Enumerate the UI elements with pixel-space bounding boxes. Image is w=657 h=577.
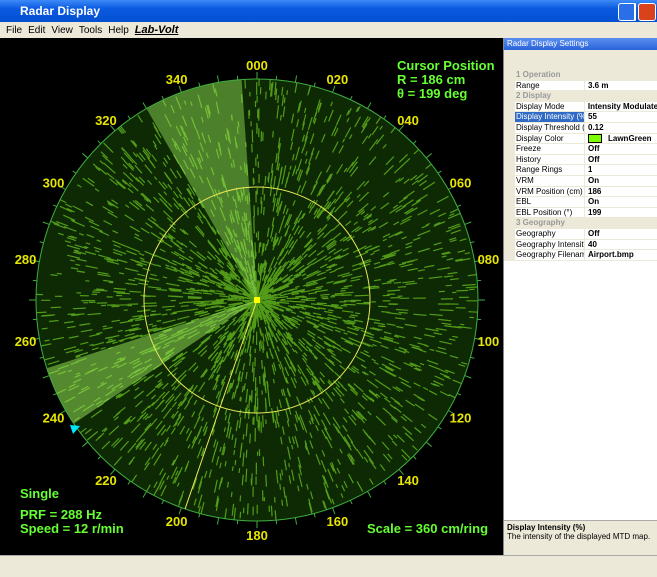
property-value: Off	[585, 144, 600, 154]
property-name: VRM Position (cm)	[504, 187, 585, 197]
overlay-text: PRF = 288 Hz	[20, 507, 103, 522]
overlay-text: R = 186 cm	[397, 72, 465, 87]
property-value: Off	[585, 229, 600, 239]
overlay-text: Speed = 12 r/min	[20, 521, 124, 536]
bearing-label: 280	[15, 252, 37, 267]
bearing-label: 240	[43, 411, 65, 426]
overlay-text: Cursor Position	[397, 58, 495, 73]
bearing-label: 220	[95, 473, 117, 488]
bearing-label: 320	[95, 113, 117, 128]
bearing-label: 300	[43, 176, 65, 191]
property-value: 40	[585, 240, 597, 250]
panel-toolbar	[504, 50, 657, 70]
property-value: Airport.bmp	[585, 250, 634, 260]
menu-item[interactable]: File	[6, 25, 22, 36]
status-bar	[0, 555, 657, 577]
property-value: On	[585, 197, 599, 207]
property-value-text: LawnGreen	[608, 134, 652, 143]
property-name: Range	[504, 81, 585, 91]
property-name: Geography Filename	[504, 250, 585, 260]
menu-item[interactable]: Tools	[79, 25, 102, 36]
bearing-label: 120	[450, 411, 472, 426]
category: 1 Operation	[504, 70, 657, 81]
close[interactable]	[638, 3, 656, 21]
property-value: On	[585, 176, 599, 186]
property-name: History	[504, 155, 585, 165]
bearing-label: 260	[15, 334, 37, 349]
property-value: LawnGreen	[585, 134, 652, 144]
color-swatch	[588, 134, 602, 143]
overlay-text: θ = 199 deg	[397, 86, 467, 101]
property-name: Display Threshold (0-1.!	[504, 123, 585, 133]
menu-item[interactable]: Edit	[28, 25, 45, 36]
property-value: 55	[585, 112, 597, 122]
category: 3 Geography	[504, 218, 657, 229]
property-row[interactable]: Geography Intensity (%)40	[504, 240, 657, 251]
description: Display Intensity (%)The intensity of th…	[504, 520, 657, 555]
radar-display: 000 020 040 060 080 100 120 140 160 180 200 220 240 2…	[0, 38, 503, 555]
property-value: 3.6 m	[585, 81, 608, 91]
bearing-label: 020	[327, 72, 349, 87]
bearing-label: 140	[397, 473, 419, 488]
desc-title: Display Intensity (%)	[507, 523, 655, 532]
property-row[interactable]: Display Threshold (0-1.!0.12	[504, 123, 657, 134]
property-name: Freeze	[504, 144, 585, 154]
overlay-text: Scale = 360 cm/ring	[367, 521, 488, 536]
bearing-label: 000	[246, 58, 268, 73]
property-row[interactable]: Display Color LawnGreen	[504, 134, 657, 145]
overlay-text: Single	[20, 486, 59, 501]
desc-text: The intensity of the displayed MTD map.	[507, 532, 655, 541]
property-value: 199	[585, 208, 601, 218]
title-bar: Radar Display	[0, 0, 657, 22]
property-row[interactable]: VRM Position (cm)186	[504, 187, 657, 198]
property-value: 1	[585, 165, 592, 175]
logo: Lab-Volt	[135, 24, 179, 36]
menu-item[interactable]: View	[51, 25, 73, 36]
property-value: Off	[585, 155, 600, 165]
property-name: Display Mode	[504, 102, 585, 112]
property-name: EBL	[504, 197, 585, 207]
property-value: 0.12	[585, 123, 604, 133]
bearing-label: 100	[478, 334, 500, 349]
property-name: Display Color	[504, 134, 585, 144]
property-name: Display Intensity (%)	[504, 112, 585, 122]
center-marker	[254, 297, 260, 303]
bearing-label: 180	[246, 528, 268, 543]
property-row[interactable]: EBL Position (°)199	[504, 208, 657, 219]
menu-item[interactable]: Help	[108, 25, 129, 36]
category: 2 Display	[504, 91, 657, 102]
property-value: Intensity Modulate	[585, 102, 657, 112]
property-row[interactable]: Display Intensity (%)55	[504, 112, 657, 123]
bearing-label: 060	[450, 176, 472, 191]
property-name: VRM	[504, 176, 585, 186]
bearing-label: 160	[327, 514, 349, 529]
bearing-label: 340	[166, 72, 188, 87]
window-title: Radar Display	[20, 4, 100, 18]
property-value: 186	[585, 187, 601, 197]
property-name: EBL Position (°)	[504, 208, 585, 218]
property-name: Range Rings	[504, 165, 585, 175]
panel-title: Radar Display Settings	[504, 38, 657, 50]
property-name: Geography	[504, 229, 585, 239]
bearing-label: 200	[166, 514, 188, 529]
menu-bar: File Edit View Tools Help Lab-Volt	[0, 22, 657, 38]
bearing-label: 080	[478, 252, 500, 267]
property-name: Geography Intensity (%)	[504, 240, 585, 250]
bearing-label: 040	[397, 113, 419, 128]
